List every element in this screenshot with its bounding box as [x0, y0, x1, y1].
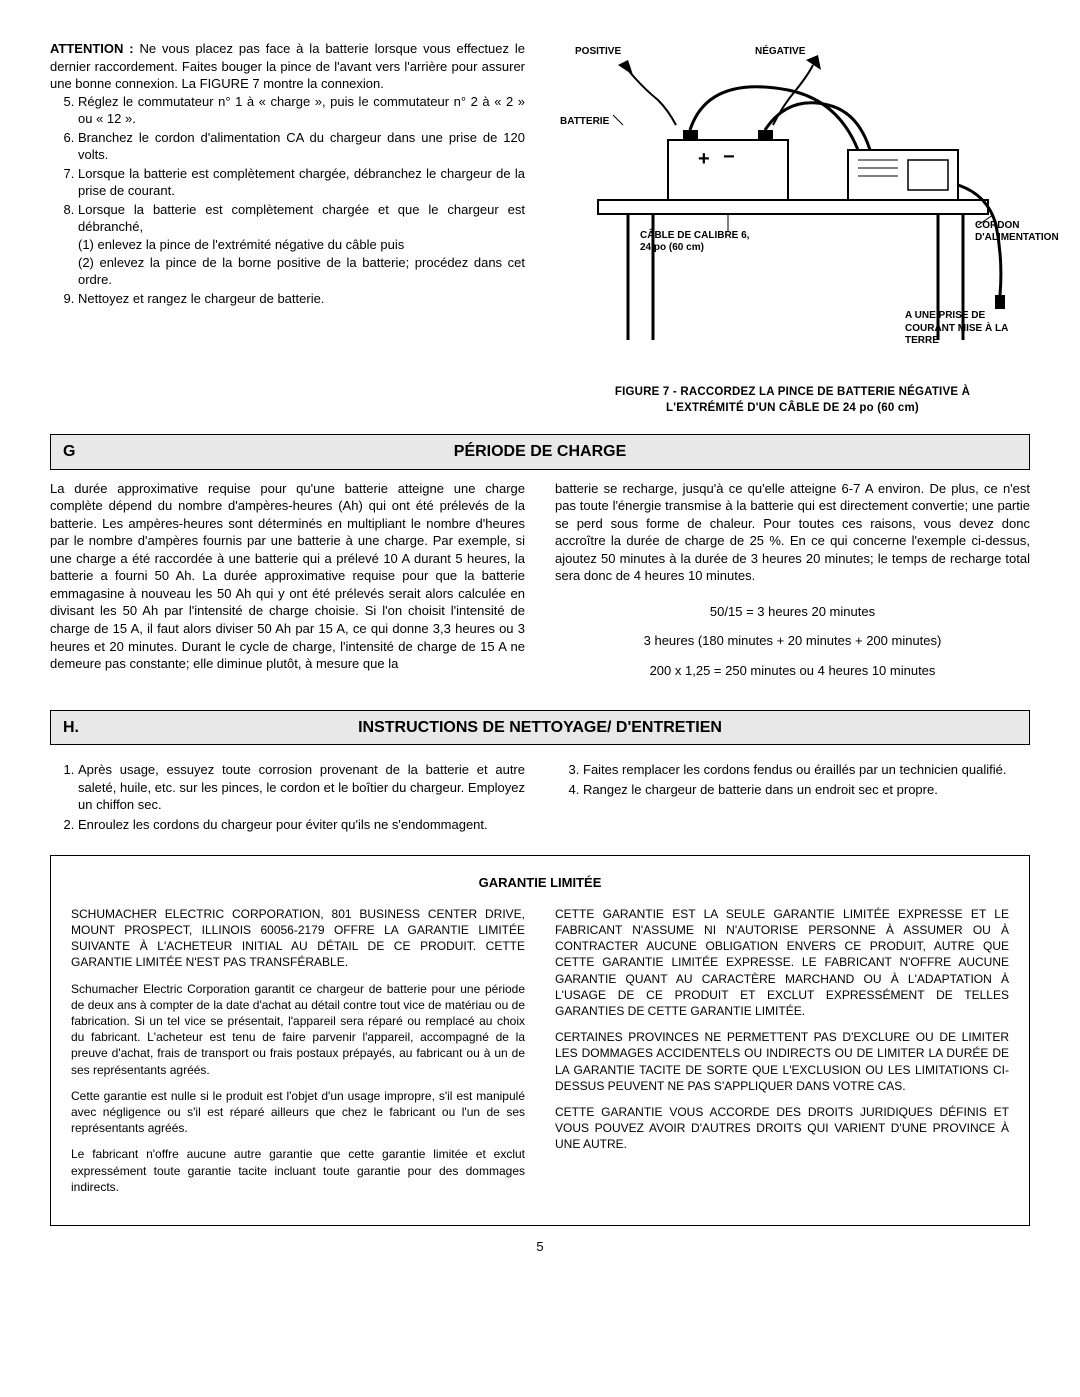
page-number: 5: [50, 1238, 1030, 1256]
cleaning-list-left: Après usage, essuyez toute corrosion pro…: [50, 761, 525, 833]
warranty-r-p3: CETTE GARANTIE VOUS ACCORDE DES DROITS J…: [555, 1104, 1009, 1153]
top-row: ATTENTION : Ne vous placez pas face à la…: [50, 40, 1030, 416]
section-g-header: G PÉRIODE DE CHARGE: [50, 434, 1030, 470]
warranty-cols: SCHUMACHER ELECTRIC CORPORATION, 801 BUS…: [71, 906, 1009, 1205]
section-g-right: batterie se recharge, jusqu'à ce qu'elle…: [555, 480, 1030, 692]
svg-text:+: +: [698, 148, 710, 170]
section-g-left: La durée approximative requise pour qu'u…: [50, 480, 525, 692]
step-6: Branchez le cordon d'alimentation CA du …: [78, 129, 525, 164]
section-g-letter: G: [63, 441, 75, 463]
steps-list: Réglez le commutateur n° 1 à « charge »,…: [50, 93, 525, 308]
svg-text:−: −: [723, 146, 735, 168]
step-8: Lorsque la batterie est complètement cha…: [78, 201, 525, 289]
warranty-l-p3: Cette garantie est nulle si le produit e…: [71, 1088, 525, 1137]
calc-block: 50/15 = 3 heures 20 minutes 3 heures (18…: [555, 603, 1030, 680]
label-cable-2: 24 po (60 cm): [640, 242, 704, 253]
section-h-header: H. INSTRUCTIONS DE NETTOYAGE/ D'ENTRETIE…: [50, 710, 1030, 746]
warranty-l-p1: SCHUMACHER ELECTRIC CORPORATION, 801 BUS…: [71, 906, 525, 971]
label-prise: A UNE PRISE DE COURANT MISE À LA TERRE: [905, 310, 1025, 348]
clean-2: Enroulez les cordons du chargeur pour év…: [78, 816, 525, 834]
figure-caption-1: FIGURE 7 - RACCORDEZ LA PINCE DE BATTERI…: [555, 385, 1030, 401]
section-h-title: INSTRUCTIONS DE NETTOYAGE/ D'ENTRETIEN: [358, 719, 722, 736]
label-cordon-1: CORDON: [975, 220, 1019, 231]
section-g-body: La durée approximative requise pour qu'u…: [50, 480, 1030, 692]
figure-7: POSITIVE NÉGATIVE BATTERIE CÂBLE DE CALI…: [555, 40, 1030, 380]
warranty-r-p1: CETTE GARANTIE EST LA SEULE GARANTIE LIM…: [555, 906, 1009, 1019]
step-8-text: Lorsque la batterie est complètement cha…: [78, 202, 525, 235]
calc-1: 50/15 = 3 heures 20 minutes: [555, 603, 1030, 621]
section-g-title: PÉRIODE DE CHARGE: [454, 443, 626, 460]
warranty-box: GARANTIE LIMITÉE SCHUMACHER ELECTRIC COR…: [50, 855, 1030, 1226]
step-8b: (2) enlevez la pince de la borne positiv…: [78, 254, 525, 289]
step-5: Réglez le commutateur n° 1 à « charge »,…: [78, 93, 525, 128]
top-left: ATTENTION : Ne vous placez pas face à la…: [50, 40, 525, 416]
top-right: POSITIVE NÉGATIVE BATTERIE CÂBLE DE CALI…: [555, 40, 1030, 416]
section-h-left: Après usage, essuyez toute corrosion pro…: [50, 753, 525, 835]
label-cable: CÂBLE DE CALIBRE 6, 24 po (60 cm): [640, 230, 749, 254]
step-8a: (1) enlevez la pince de l'extrémité néga…: [78, 236, 525, 254]
section-g-right-text: batterie se recharge, jusqu'à ce qu'elle…: [555, 480, 1030, 585]
section-h-letter: H.: [63, 717, 79, 739]
cleaning-list-right: Faites remplacer les cordons fendus ou é…: [555, 761, 1030, 798]
label-negative: NÉGATIVE: [755, 45, 805, 59]
warranty-right: CETTE GARANTIE EST LA SEULE GARANTIE LIM…: [555, 906, 1009, 1205]
warranty-l-p4: Le fabricant n'offre aucune autre garant…: [71, 1146, 525, 1195]
figure-svg: + −: [558, 40, 1028, 350]
warranty-left: SCHUMACHER ELECTRIC CORPORATION, 801 BUS…: [71, 906, 525, 1205]
label-cordon: CORDON D'ALIMENTATION: [975, 220, 1059, 244]
attention-label: ATTENTION :: [50, 41, 134, 56]
calc-3: 200 x 1,25 = 250 minutes ou 4 heures 10 …: [555, 662, 1030, 680]
calc-2: 3 heures (180 minutes + 20 minutes + 200…: [555, 632, 1030, 650]
label-batterie: BATTERIE: [560, 115, 609, 129]
step-7: Lorsque la batterie est complètement cha…: [78, 165, 525, 200]
clean-1: Après usage, essuyez toute corrosion pro…: [78, 761, 525, 814]
section-h-body: Après usage, essuyez toute corrosion pro…: [50, 753, 1030, 835]
figure-caption-2: L'EXTRÉMITÉ D'UN CÂBLE DE 24 po (60 cm): [555, 401, 1030, 417]
figure-caption: FIGURE 7 - RACCORDEZ LA PINCE DE BATTERI…: [555, 385, 1030, 416]
warranty-title: GARANTIE LIMITÉE: [71, 874, 1009, 892]
clean-3: Faites remplacer les cordons fendus ou é…: [583, 761, 1030, 779]
section-h-right: Faites remplacer les cordons fendus ou é…: [555, 753, 1030, 835]
step-9: Nettoyez et rangez le chargeur de batter…: [78, 290, 525, 308]
warranty-r-p2: CERTAINES PROVINCES NE PERMETTENT PAS D'…: [555, 1029, 1009, 1094]
attention-block: ATTENTION : Ne vous placez pas face à la…: [50, 40, 525, 93]
clean-4: Rangez le chargeur de batterie dans un e…: [583, 781, 1030, 799]
label-cordon-2: D'ALIMENTATION: [975, 232, 1059, 243]
label-cable-1: CÂBLE DE CALIBRE 6,: [640, 230, 749, 241]
label-positive: POSITIVE: [575, 45, 621, 59]
warranty-l-p2: Schumacher Electric Corporation garantit…: [71, 981, 525, 1078]
